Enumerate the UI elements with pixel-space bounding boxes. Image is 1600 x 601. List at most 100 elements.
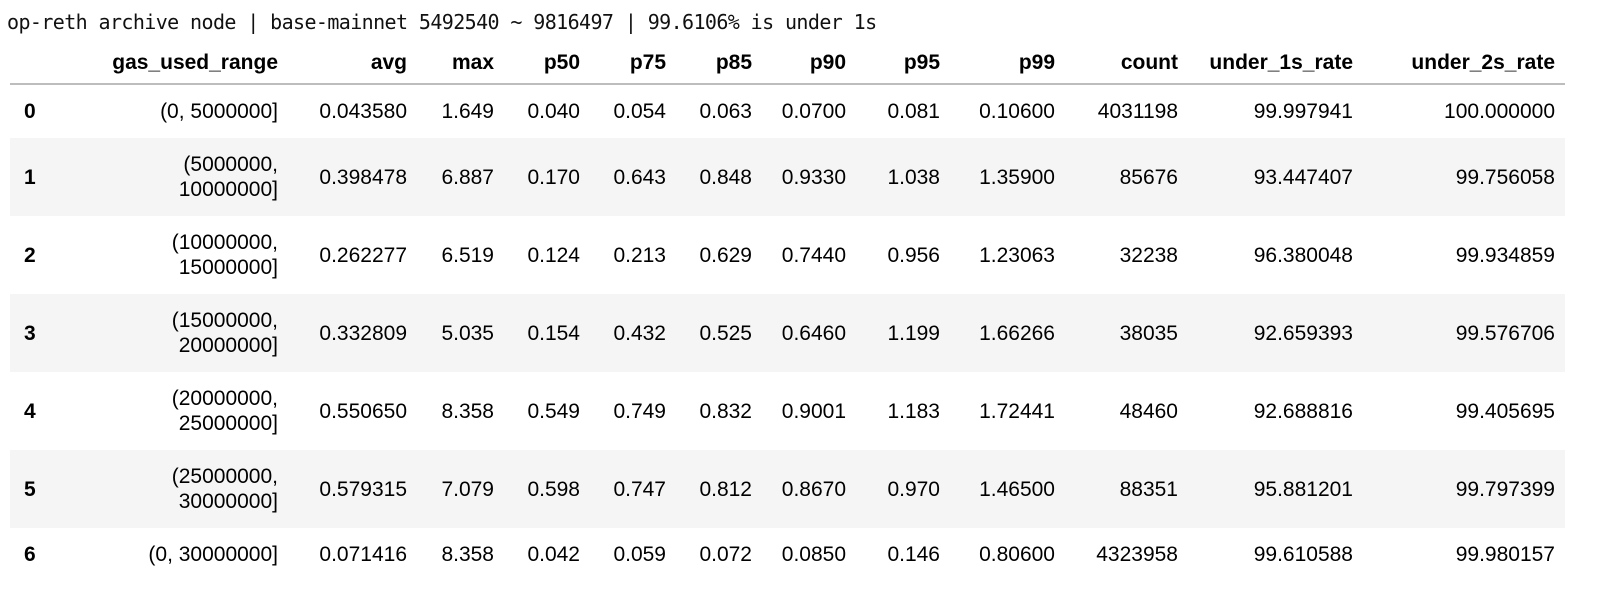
cell-max: 8.358 <box>441 399 494 423</box>
cell-p99: 1.66266 <box>979 321 1055 345</box>
cell-p50: 0.154 <box>527 321 580 345</box>
cell-p50: 0.040 <box>527 100 580 123</box>
column-header-under_1s_rate: under_1s_rate <box>1188 44 1363 85</box>
cell-under_1s_rate: 96.380048 <box>1253 243 1353 267</box>
table-row: 1 (5000000, 10000000] 0.398478 6.887 0.170 0.… <box>10 138 1565 216</box>
cell-avg: 0.332809 <box>319 321 407 345</box>
cell-p95: 0.970 <box>887 477 940 501</box>
cell-p85: 0.629 <box>699 243 752 267</box>
cell-under_1s_rate: 92.688816 <box>1253 399 1353 423</box>
cell-gas_used_range: (0, 30000000] <box>148 543 278 566</box>
cell-p95: 1.183 <box>887 399 940 423</box>
cell-p85: 0.832 <box>699 399 752 423</box>
cell-p90: 0.7440 <box>781 243 846 267</box>
table-row: 2 (10000000, 15000000] 0.262277 6.519 0.124 0… <box>10 216 1565 294</box>
cell-max: 7.079 <box>441 477 494 501</box>
cell-p75: 0.213 <box>613 243 666 267</box>
dataframe-table: gas_used_range avg max p50 p75 p85 p90 p95 p99 co… <box>10 44 1565 581</box>
cell-p95: 1.199 <box>887 321 940 345</box>
cell-p90: 0.0850 <box>781 543 846 566</box>
cell-under_1s_rate: 99.997941 <box>1253 100 1353 123</box>
column-header-under_2s_rate: under_2s_rate <box>1363 44 1565 85</box>
cell-p75: 0.747 <box>613 477 666 501</box>
cell-p75: 0.054 <box>613 100 666 123</box>
table-row: 0 (0, 5000000] 0.043580 1.649 0.040 0.054 0.06… <box>10 84 1565 138</box>
cell-gas_used_range: (5000000, 10000000] <box>178 153 278 201</box>
cell-p85: 0.812 <box>699 477 752 501</box>
cell-under_2s_rate: 99.934859 <box>1455 243 1555 267</box>
cell-gas_used_range: (20000000, 25000000] <box>171 387 278 435</box>
cell-p50: 0.598 <box>527 477 580 501</box>
column-header-max: max <box>417 44 504 85</box>
cell-p90: 0.0700 <box>781 100 846 123</box>
cell-under_2s_rate: 100.000000 <box>1444 100 1555 123</box>
cell-count: 48460 <box>1119 399 1178 423</box>
cell-p99: 1.72441 <box>979 399 1055 423</box>
cell-avg: 0.398478 <box>319 165 407 189</box>
column-header-p75: p75 <box>590 44 676 85</box>
cell-p99: 1.23063 <box>979 243 1055 267</box>
row-index: 3 <box>24 321 36 345</box>
cell-p85: 0.063 <box>699 100 752 123</box>
column-header-p90: p90 <box>762 44 856 85</box>
cell-under_2s_rate: 99.797399 <box>1455 477 1555 501</box>
cell-count: 38035 <box>1119 321 1178 345</box>
row-index: 6 <box>24 543 36 566</box>
cell-under_2s_rate: 99.576706 <box>1455 321 1555 345</box>
cell-under_1s_rate: 93.447407 <box>1253 165 1353 189</box>
row-index: 5 <box>24 477 36 501</box>
table-row: 4 (20000000, 25000000] 0.550650 8.358 0.549 0… <box>10 372 1565 450</box>
cell-max: 6.887 <box>441 165 494 189</box>
row-index: 4 <box>24 399 36 423</box>
cell-under_2s_rate: 99.980157 <box>1455 543 1555 566</box>
cell-under_1s_rate: 95.881201 <box>1253 477 1353 501</box>
cell-p99: 1.46500 <box>979 477 1055 501</box>
cell-gas_used_range: (10000000, 15000000] <box>171 231 278 279</box>
cell-max: 6.519 <box>441 243 494 267</box>
cell-p95: 1.038 <box>887 165 940 189</box>
cell-under_2s_rate: 99.756058 <box>1455 165 1555 189</box>
cell-p95: 0.081 <box>887 100 940 123</box>
cell-p90: 0.6460 <box>781 321 846 345</box>
cell-p50: 0.124 <box>527 243 580 267</box>
cell-avg: 0.071416 <box>319 543 407 566</box>
cell-gas_used_range: (15000000, 20000000] <box>171 309 278 357</box>
header-row: gas_used_range avg max p50 p75 p85 p90 p95 p99 co… <box>10 44 1565 85</box>
cell-p85: 0.848 <box>699 165 752 189</box>
cell-p75: 0.432 <box>613 321 666 345</box>
cell-p50: 0.549 <box>527 399 580 423</box>
cell-avg: 0.262277 <box>319 243 407 267</box>
column-header-p50: p50 <box>504 44 590 85</box>
cell-max: 5.035 <box>441 321 494 345</box>
cell-under_1s_rate: 92.659393 <box>1253 321 1353 345</box>
cell-count: 4323958 <box>1096 543 1178 566</box>
cell-under_1s_rate: 99.610588 <box>1253 543 1353 566</box>
cell-count: 85676 <box>1119 165 1178 189</box>
cell-p50: 0.170 <box>527 165 580 189</box>
cell-p95: 0.146 <box>887 543 940 566</box>
row-index: 1 <box>24 165 36 189</box>
cell-p95: 0.956 <box>887 243 940 267</box>
cell-p75: 0.749 <box>613 399 666 423</box>
column-header-gas_used_range: gas_used_range <box>95 44 288 85</box>
cell-avg: 0.550650 <box>319 399 407 423</box>
table-row: 6 (0, 30000000] 0.071416 8.358 0.042 0.059 0.0… <box>10 528 1565 581</box>
cell-p90: 0.9001 <box>781 399 846 423</box>
cell-gas_used_range: (0, 5000000] <box>160 100 278 123</box>
cell-p99: 0.80600 <box>979 543 1055 566</box>
cell-avg: 0.043580 <box>319 100 407 123</box>
cell-p50: 0.042 <box>527 543 580 566</box>
cell-p90: 0.8670 <box>781 477 846 501</box>
cell-max: 8.358 <box>441 543 494 566</box>
column-header-p85: p85 <box>676 44 762 85</box>
row-index: 0 <box>24 100 36 123</box>
column-header-index <box>10 44 95 85</box>
column-header-p95: p95 <box>856 44 950 85</box>
cell-gas_used_range: (25000000, 30000000] <box>171 465 278 513</box>
table-row: 3 (15000000, 20000000] 0.332809 5.035 0.154 0… <box>10 294 1565 372</box>
column-header-count: count <box>1065 44 1188 85</box>
cell-avg: 0.579315 <box>319 477 407 501</box>
cell-count: 4031198 <box>1097 100 1178 123</box>
column-header-p99: p99 <box>950 44 1065 85</box>
output-title: op-reth archive node | base-mainnet 5492… <box>7 10 877 34</box>
